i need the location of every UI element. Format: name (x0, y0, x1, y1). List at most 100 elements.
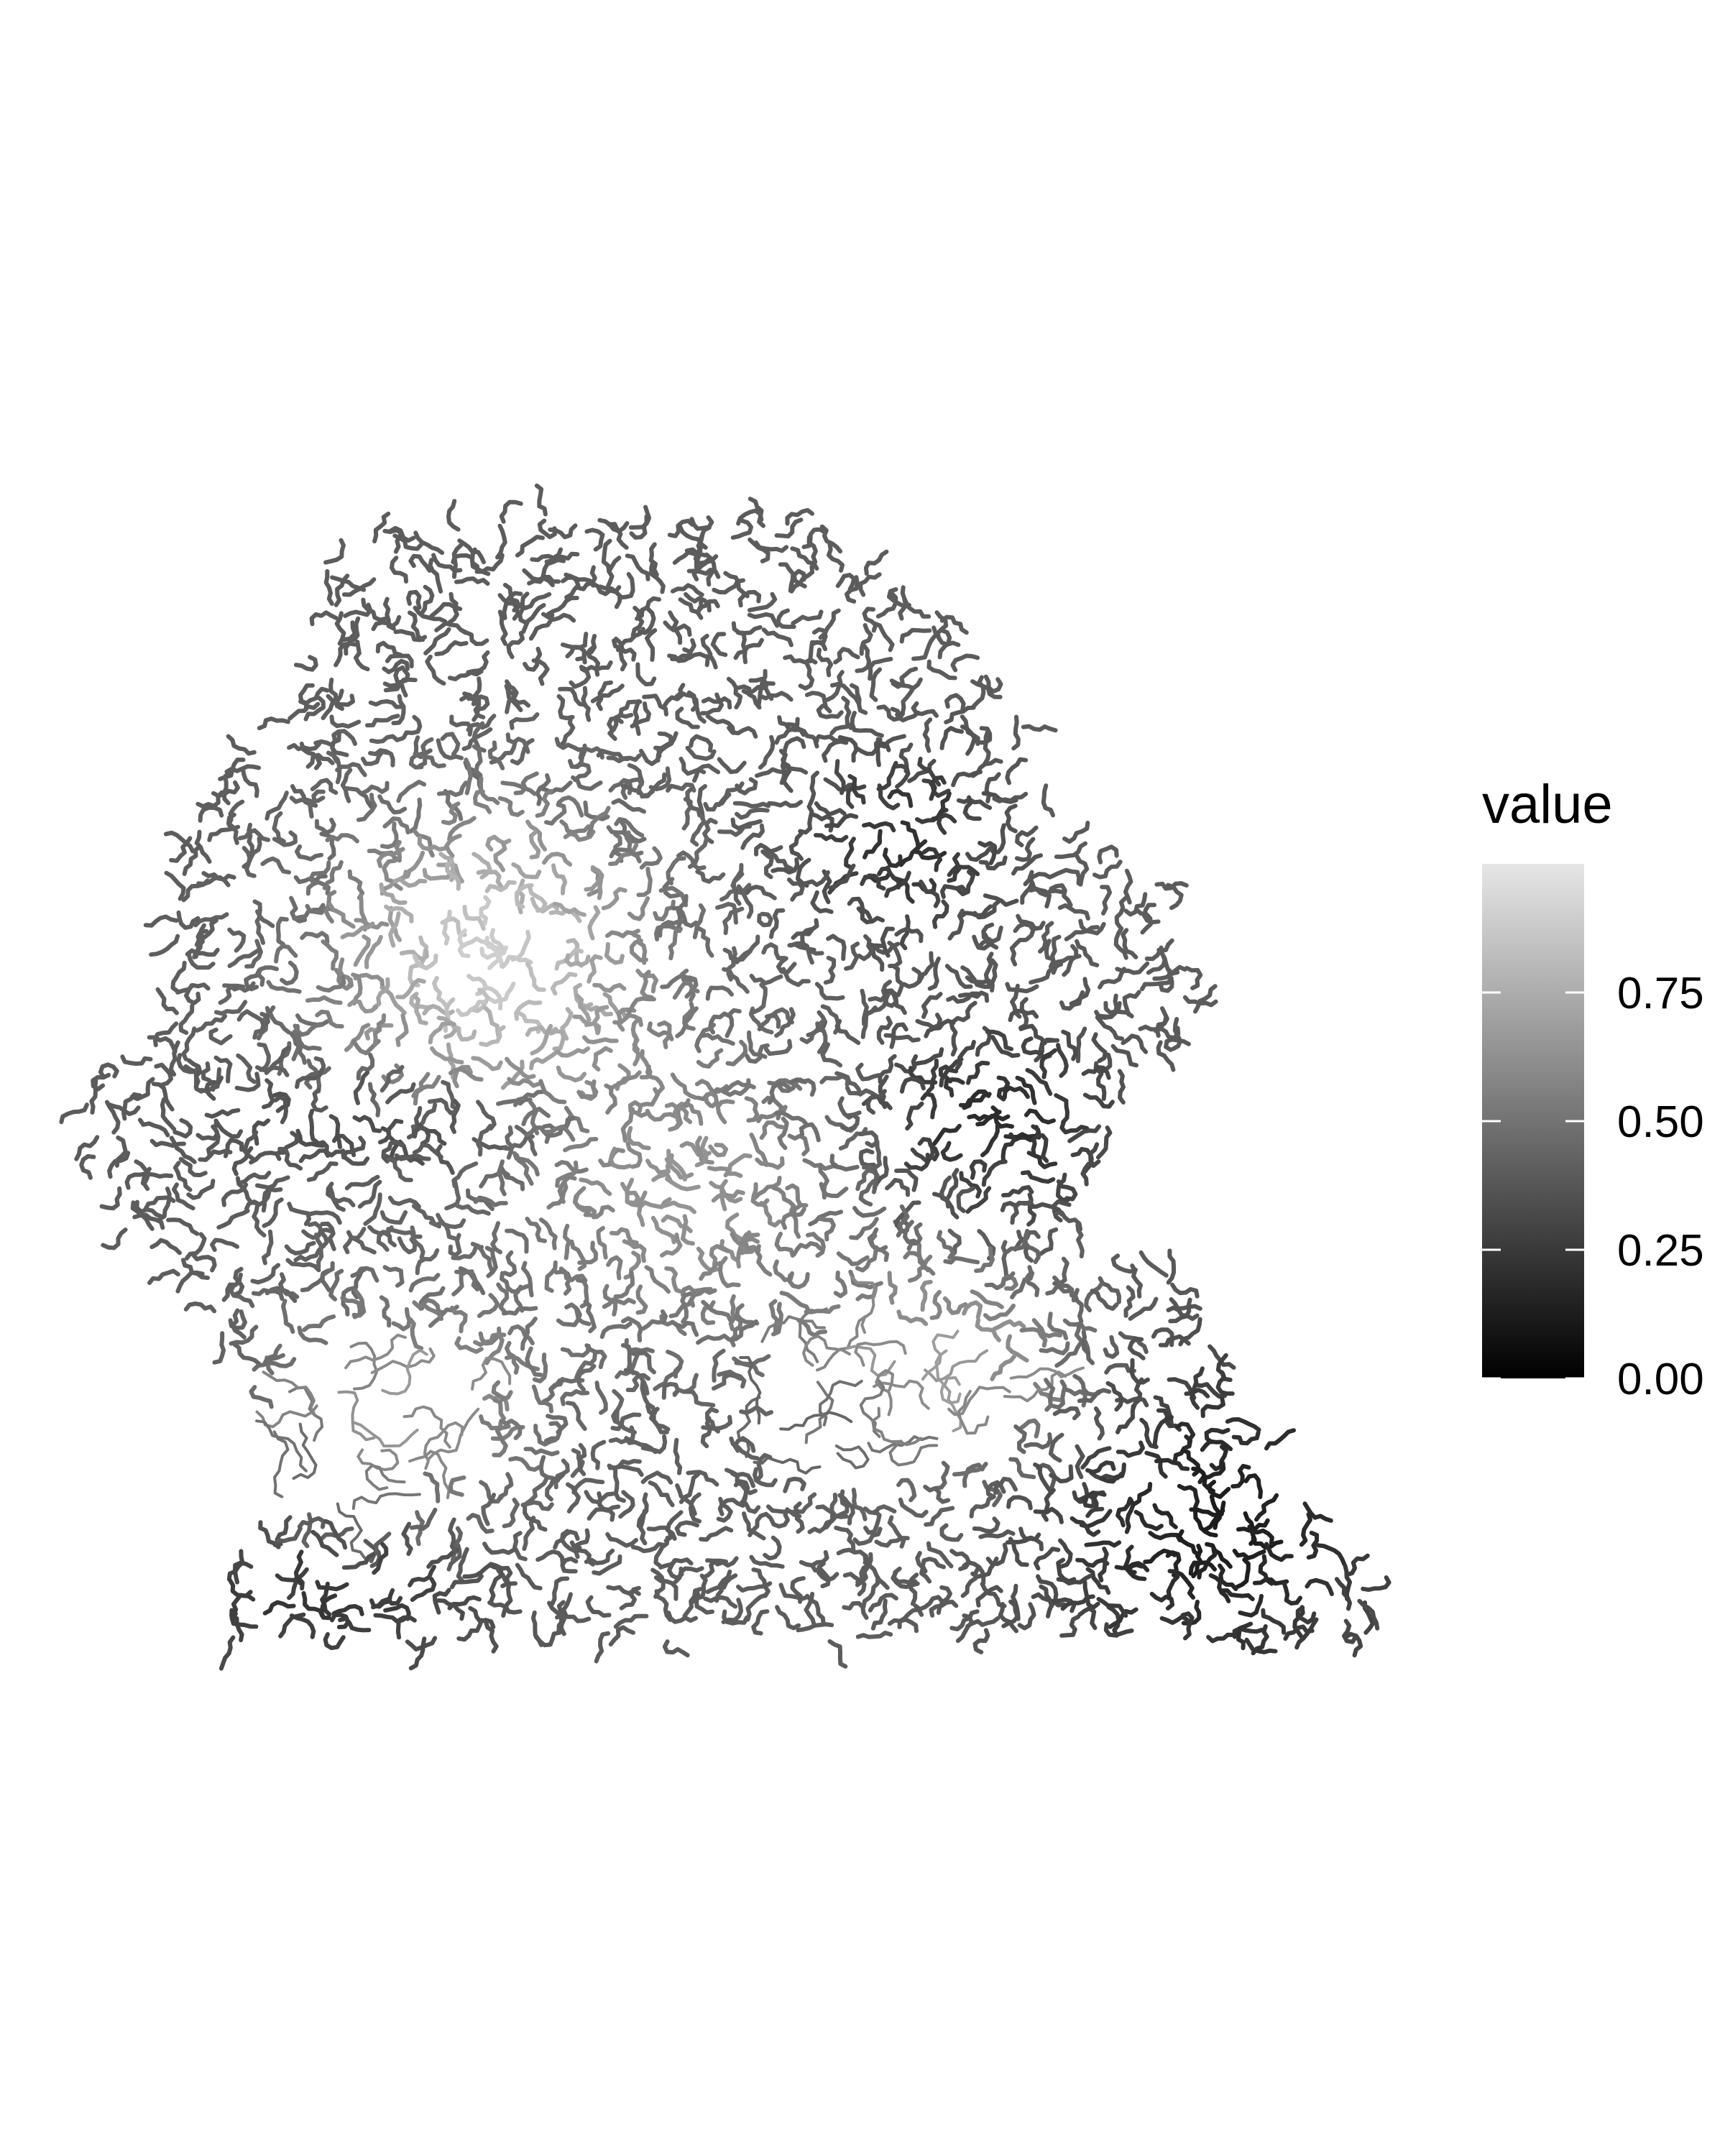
squiggle-line (383, 1603, 411, 1621)
squiggle-line (375, 640, 403, 658)
squiggle-line (336, 1502, 367, 1560)
squiggle-line (140, 1171, 174, 1186)
squiggle-line (256, 965, 279, 987)
squiggle-line (406, 589, 422, 610)
squiggle-line (911, 701, 939, 718)
squiggle-line (1029, 1202, 1064, 1217)
squiggle-line (694, 1135, 709, 1168)
squiggle-line (525, 962, 546, 992)
squiggle-line (395, 1615, 417, 1640)
squiggle-line (891, 1570, 920, 1590)
squiggle-line (210, 1238, 239, 1252)
squiggle-line (790, 546, 819, 571)
squiggle-line (310, 1529, 339, 1557)
squiggle-line (910, 1144, 935, 1163)
squiggle-line (576, 1079, 599, 1100)
squiggle-line (937, 813, 957, 835)
squiggle-line (927, 957, 941, 991)
squiggle-line (237, 828, 271, 842)
squiggle-line (586, 806, 611, 837)
squiggle-line (393, 665, 408, 698)
squiggle-line (612, 638, 637, 662)
squiggle-line (1009, 1366, 1085, 1380)
squiggle-line (939, 884, 968, 899)
squiggle-line (1357, 1598, 1380, 1631)
squiggle-line (1177, 1483, 1200, 1509)
squiggle-line (919, 1279, 933, 1312)
squiggle-line (714, 1569, 732, 1603)
squiggle-line (1034, 1133, 1049, 1164)
squiggle-line (850, 683, 868, 715)
squiggle-line (569, 1239, 587, 1271)
squiggle-line (809, 811, 834, 833)
squiggle-line (226, 1549, 245, 1582)
squiggle-line (753, 1467, 778, 1488)
squiggle-line (59, 1102, 89, 1125)
squiggle-line (457, 928, 471, 959)
squiggle-line (252, 1353, 285, 1372)
squiggle-line (1114, 895, 1128, 930)
squiggle-line (646, 1525, 673, 1543)
squiggle-line (1033, 1381, 1065, 1403)
squiggle-line (1074, 1322, 1091, 1355)
squiggle-line (774, 1110, 809, 1128)
squiggle-line (906, 1222, 923, 1251)
squiggle-line (532, 1353, 548, 1383)
squiggle-line (571, 1478, 605, 1495)
squiggle-line (566, 1482, 581, 1514)
squiggle-line (921, 847, 943, 872)
squiggle-line (1044, 1378, 1056, 1412)
squiggle-line (394, 1153, 431, 1161)
squiggle-line (763, 1535, 782, 1561)
squiggle-line (441, 909, 452, 946)
squiggle-line (1209, 1445, 1228, 1472)
squiggle-line (1096, 1597, 1128, 1618)
squiggle-line (231, 1146, 254, 1176)
squiggle-line (618, 1490, 635, 1519)
squiggle-line (434, 640, 469, 657)
squiggle-line (654, 1589, 673, 1622)
squiggle-line (841, 696, 853, 730)
squiggle-line (776, 608, 796, 630)
squiggle-line (499, 499, 523, 524)
squiggle-line (1091, 1032, 1108, 1064)
squiggle-line (222, 981, 256, 993)
squiggle-line (329, 714, 362, 729)
squiggle-line (471, 1356, 512, 1391)
squiggle-line (474, 553, 505, 574)
squiggle-line (602, 992, 628, 1021)
squiggle-line (569, 666, 592, 689)
squiggle-line (818, 1379, 863, 1427)
squiggle-line (745, 1593, 768, 1622)
squiggle-line (353, 1070, 370, 1105)
squiggle-line (670, 1319, 699, 1337)
squiggle-line (371, 1595, 403, 1610)
squiggle-line (531, 658, 550, 686)
squiggle-line (303, 696, 326, 722)
squiggle-line (1197, 1547, 1218, 1580)
squiggle-line (1054, 1093, 1070, 1125)
squiggle-line (320, 1221, 336, 1251)
squiggle-line (630, 1017, 640, 1052)
squiggle-line (1093, 1406, 1105, 1441)
squiggle-line (872, 621, 895, 653)
squiggle-line (451, 553, 480, 568)
squiggle-line (737, 589, 762, 608)
squiggle-line (921, 992, 943, 1019)
squiggle-line (1105, 1381, 1124, 1412)
squiggle-line (512, 1089, 546, 1107)
squiggle-line (229, 1284, 255, 1309)
squiggle-line (277, 1146, 303, 1171)
squiggle-line (1010, 1271, 1035, 1299)
squiggle-line (1095, 1015, 1124, 1041)
squiggle-line (662, 683, 686, 709)
squiggle-line (898, 839, 928, 867)
squiggle-line (1283, 1624, 1315, 1641)
squiggle-line (476, 1100, 497, 1131)
squiggle-line (774, 717, 800, 745)
squiggle-line (631, 932, 648, 965)
squiggle-line (500, 1059, 525, 1090)
squiggle-line (608, 842, 639, 867)
squiggle-line (985, 1029, 1013, 1051)
squiggle-line (581, 686, 592, 722)
